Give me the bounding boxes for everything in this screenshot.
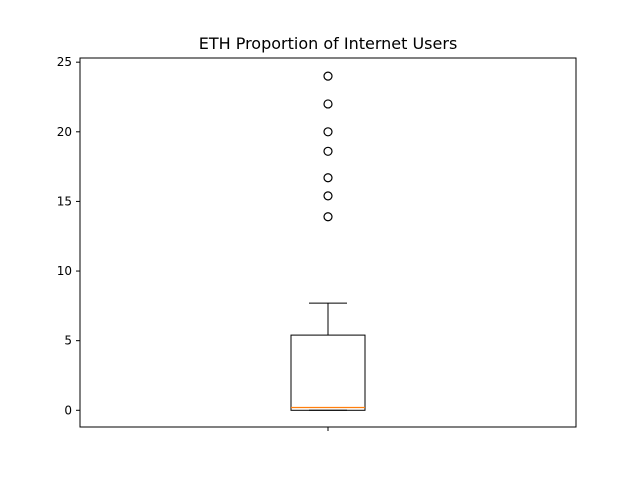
outlier-point (323, 212, 333, 222)
y-tick-label: 20 (57, 125, 72, 139)
axes-frame (79, 57, 577, 428)
box-iqr (290, 334, 366, 411)
chart-title: ETH Proportion of Internet Users (199, 34, 458, 53)
y-tick-label: 25 (57, 55, 72, 69)
plot-area: 0 5 10 15 20 25 (57, 55, 366, 431)
y-tick-label: 0 (64, 403, 72, 417)
outlier-point (323, 173, 333, 183)
outlier-point (323, 71, 333, 81)
outlier-point (323, 191, 333, 201)
outlier-point (323, 146, 333, 156)
outlier-point (323, 127, 333, 137)
outlier-point (323, 99, 333, 109)
y-tick-label: 5 (64, 334, 72, 348)
y-tick-label: 15 (57, 194, 72, 208)
y-tick-label: 10 (57, 264, 72, 278)
